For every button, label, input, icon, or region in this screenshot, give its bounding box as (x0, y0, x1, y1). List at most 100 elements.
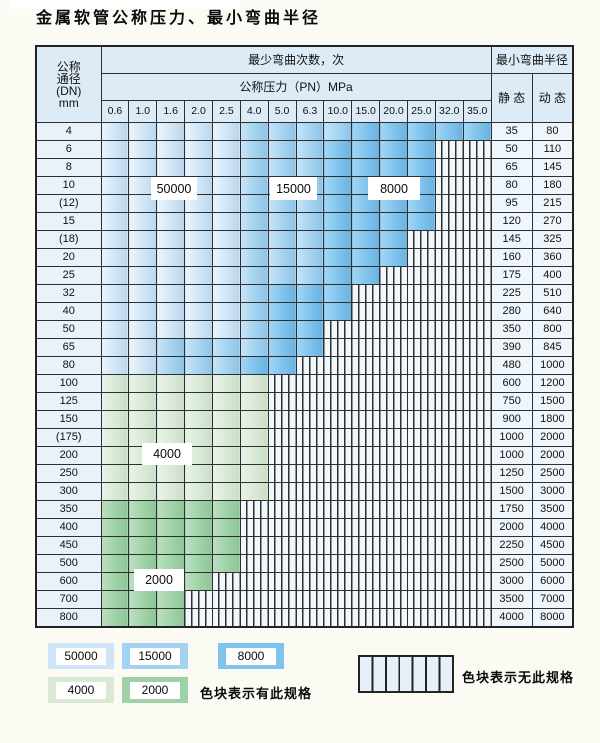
spec-cell (211, 284, 241, 303)
table-row: 800 4000 8000 (35, 608, 574, 627)
no-spec-cell (462, 446, 492, 465)
spec-cell (239, 374, 269, 393)
legend-block-label: 8000 (226, 647, 276, 665)
no-spec-cell (323, 608, 353, 627)
spec-cell (295, 248, 325, 267)
no-spec-cell (351, 320, 381, 339)
no-spec-cell (434, 338, 464, 357)
no-spec-cell (406, 320, 436, 339)
spec-cell (156, 536, 186, 555)
spec-cell (128, 266, 158, 285)
spec-cell (211, 428, 241, 447)
spec-cell (128, 482, 158, 501)
no-spec-cell (351, 554, 381, 573)
static-value: 2250 (490, 536, 533, 555)
table-row: 200 1000 2000 (35, 446, 574, 465)
legend-color-block: 8000 (218, 643, 284, 669)
no-spec-cell (379, 482, 408, 501)
spec-cell (211, 266, 241, 285)
dn-cell: 20 (35, 248, 102, 267)
spec-cell (379, 230, 408, 249)
spec-cell (100, 338, 130, 357)
no-spec-cell (462, 482, 492, 501)
table-row: 50 350 800 (35, 320, 574, 339)
dynamic-value: 1200 (531, 374, 574, 393)
no-spec-cell (379, 608, 408, 627)
spec-cell (128, 140, 158, 159)
no-spec-cell (351, 410, 381, 429)
no-spec-cell (295, 590, 325, 609)
spec-cell (100, 158, 130, 177)
no-spec-cell (211, 590, 241, 609)
no-spec-cell (406, 572, 436, 591)
spec-cell (323, 266, 353, 285)
spec-cell (295, 176, 325, 195)
spec-cell (156, 284, 186, 303)
spec-cell (462, 122, 492, 141)
no-spec-sample-block (358, 655, 454, 693)
no-spec-cell (379, 500, 408, 519)
static-value: 80 (490, 176, 533, 195)
spec-cell (267, 248, 297, 267)
spec-cell (351, 212, 381, 231)
spec-cell (100, 230, 130, 249)
no-spec-cell (406, 536, 436, 555)
dynamic-value: 1000 (531, 356, 574, 375)
no-spec-cell (267, 554, 297, 573)
table-row: 4 35 80 (35, 122, 574, 141)
static-value: 2500 (490, 554, 533, 573)
spec-cell (406, 176, 436, 195)
dn-cell: 40 (35, 302, 102, 321)
spec-cell (434, 122, 464, 141)
no-spec-cell (323, 428, 353, 447)
spec-cell (156, 338, 186, 357)
spec-cell (156, 356, 186, 375)
table-row: 10 80 180 (35, 176, 574, 195)
spec-cell (184, 230, 213, 249)
spec-cell (128, 428, 158, 447)
no-spec-cell (295, 392, 325, 411)
pressure-header-cell: 20.0 (379, 100, 408, 123)
legend-block-label: 2000 (130, 681, 180, 699)
dn-cell: 800 (35, 608, 102, 627)
no-spec-cell (184, 590, 213, 609)
spec-cell (156, 428, 186, 447)
no-spec-cell (462, 230, 492, 249)
spec-cell (156, 572, 186, 591)
spec-cell (156, 194, 186, 213)
static-value: 350 (490, 320, 533, 339)
table-row: (12) 95 215 (35, 194, 574, 213)
no-spec-cell (184, 608, 213, 627)
spec-cell (156, 518, 186, 537)
bend-radius-header: 最小弯曲半径 (490, 45, 574, 74)
dn-cell: 100 (35, 374, 102, 393)
dynamic-value: 400 (531, 266, 574, 285)
spec-cell (100, 122, 130, 141)
spec-cell (351, 158, 381, 177)
spec-cell (267, 176, 297, 195)
pressure-header-cell: 35.0 (462, 100, 492, 123)
spec-cell (184, 140, 213, 159)
static-value: 480 (490, 356, 533, 375)
no-spec-cell (295, 554, 325, 573)
pressure-header-cell: 0.6 (100, 100, 130, 123)
spec-cell (295, 122, 325, 141)
spec-cell (351, 122, 381, 141)
spec-cell (156, 554, 186, 573)
table-row: 500 2500 5000 (35, 554, 574, 573)
no-spec-cell (462, 464, 492, 483)
spec-cell (211, 230, 241, 249)
no-spec-cell (379, 518, 408, 537)
spec-cell (184, 302, 213, 321)
spec-cell (100, 356, 130, 375)
no-spec-cell (351, 608, 381, 627)
no-spec-cell (434, 536, 464, 555)
spec-cell (351, 248, 381, 267)
spec-cell (239, 464, 269, 483)
no-spec-cell (323, 572, 353, 591)
table-row: (18) 145 325 (35, 230, 574, 249)
static-value: 35 (490, 122, 533, 141)
no-spec-cell (379, 446, 408, 465)
static-value: 1000 (490, 446, 533, 465)
no-spec-cell (406, 302, 436, 321)
